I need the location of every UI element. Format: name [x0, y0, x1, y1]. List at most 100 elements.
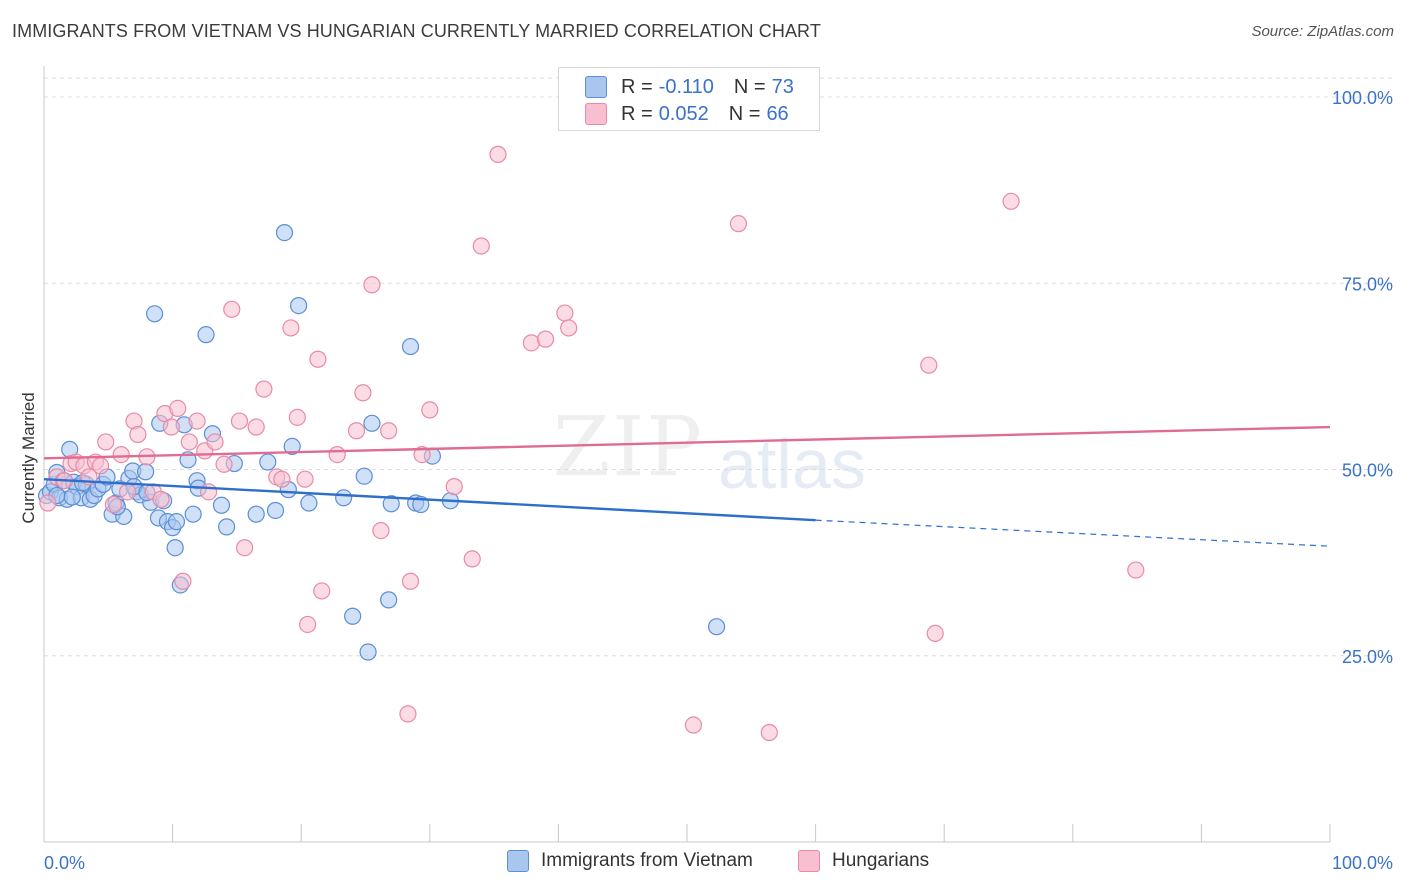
point-vietnam [136, 463, 155, 481]
legend-r-value: -0.110 [658, 75, 714, 98]
point-vietnam [167, 513, 186, 531]
legend-n-label: N = [728, 102, 761, 125]
point-hungarian [363, 276, 381, 294]
point-hungarian [309, 350, 327, 368]
point-hungarian [684, 716, 703, 734]
point-hungarian [729, 215, 748, 233]
point-hungarian [347, 422, 366, 440]
y-tick-label: 100.0% [1332, 88, 1393, 108]
point-hungarian [112, 446, 130, 464]
point-hungarian [372, 521, 390, 540]
trendline-vietnam [43, 477, 816, 522]
x-tick-label-max: 100.0% [1332, 853, 1393, 873]
point-hungarian [230, 412, 249, 430]
point-vietnam [197, 326, 215, 344]
point-hungarian [255, 380, 273, 398]
series-swatch-vietnam [507, 850, 529, 872]
point-hungarian [282, 319, 300, 337]
y-tick-label: 25.0% [1342, 647, 1393, 667]
points-layer [37, 145, 1145, 742]
point-hungarian [299, 615, 317, 634]
axis-layer [43, 66, 1331, 843]
series-legend-item-hungarians[interactable]: Hungarians [798, 850, 929, 872]
stats-legend: R = -0.110 N = 73 R = 0.052 N = 66 [558, 67, 820, 131]
point-vietnam [218, 518, 236, 536]
point-vietnam [380, 591, 398, 609]
legend-swatch-vietnam [585, 76, 607, 98]
legend-n-label: N = [733, 75, 766, 98]
point-hungarian [152, 490, 170, 508]
point-hungarian [288, 408, 306, 426]
point-hungarian [560, 319, 578, 337]
x-tick-label-min: 0.0% [44, 853, 85, 873]
point-vietnam [359, 643, 377, 661]
point-hungarian [200, 483, 218, 501]
series-swatch-hungarians [798, 850, 820, 872]
point-hungarian [556, 304, 574, 322]
watermark-zip: ZIP [553, 400, 704, 495]
point-vietnam [355, 467, 373, 485]
point-hungarian [328, 446, 346, 464]
point-hungarian [215, 455, 233, 473]
series-legend: Immigrants from Vietnam Hungarians [0, 850, 1406, 878]
point-hungarian [445, 478, 463, 496]
point-hungarian [223, 300, 241, 318]
point-hungarian [760, 723, 778, 742]
point-hungarian [169, 399, 187, 418]
source-label: Source: ZipAtlas.com [1251, 23, 1394, 40]
point-hungarian [180, 433, 198, 451]
point-hungarian [421, 401, 439, 419]
point-hungarian [296, 470, 314, 488]
point-vietnam [184, 505, 202, 523]
point-hungarian [206, 433, 224, 451]
point-vietnam [259, 453, 277, 471]
point-vietnam [247, 505, 265, 523]
point-hungarian [97, 433, 115, 451]
point-vietnam [401, 337, 420, 356]
point-hungarian [522, 334, 540, 352]
label-layer: 25.0% 50.0% 75.0% 100.0% 0.0% 100.0% Currently… [19, 88, 1393, 873]
y-tick-label: 50.0% [1342, 461, 1393, 481]
point-hungarian [118, 483, 137, 501]
point-vietnam [63, 488, 81, 506]
point-vietnam [275, 223, 294, 242]
point-vietnam [335, 489, 353, 507]
point-hungarian [104, 495, 123, 514]
point-vietnam [363, 414, 381, 432]
legend-swatch-hungarians [585, 103, 607, 125]
point-vietnam [290, 297, 308, 315]
point-hungarian [354, 384, 372, 402]
point-hungarian [399, 705, 417, 723]
point-vietnam [283, 437, 301, 456]
point-hungarian [920, 356, 938, 374]
series-legend-label: Immigrants from Vietnam [541, 850, 753, 871]
trendline-hungarian [43, 425, 1331, 460]
point-hungarian [91, 457, 110, 475]
chart-title: IMMIGRANTS FROM VIETNAM VS HUNGARIAN CUR… [12, 21, 821, 41]
trend-layer [43, 425, 1331, 547]
point-hungarian [1127, 561, 1145, 579]
legend-r-label: R = [621, 102, 653, 125]
grid-layer [44, 77, 1395, 657]
point-hungarian [1002, 192, 1020, 210]
point-vietnam [300, 494, 318, 512]
point-vietnam [344, 607, 362, 625]
legend-r-label: R = [621, 75, 653, 98]
point-hungarian [413, 446, 431, 464]
point-hungarian [174, 572, 192, 590]
point-hungarian [380, 422, 398, 440]
point-vietnam [707, 618, 726, 636]
series-legend-label: Hungarians [832, 850, 930, 871]
series-legend-item-vietnam[interactable]: Immigrants from Vietnam [507, 850, 753, 872]
point-hungarian [247, 418, 265, 436]
point-vietnam [382, 495, 400, 513]
trendline-extension-vietnam [815, 519, 1331, 547]
legend-n-value: 73 [771, 75, 794, 98]
point-hungarian [401, 572, 420, 590]
point-vietnam [166, 539, 184, 557]
point-vietnam [145, 305, 164, 323]
point-hungarian [313, 582, 331, 600]
point-vietnam [266, 501, 285, 520]
point-hungarian [463, 550, 481, 568]
